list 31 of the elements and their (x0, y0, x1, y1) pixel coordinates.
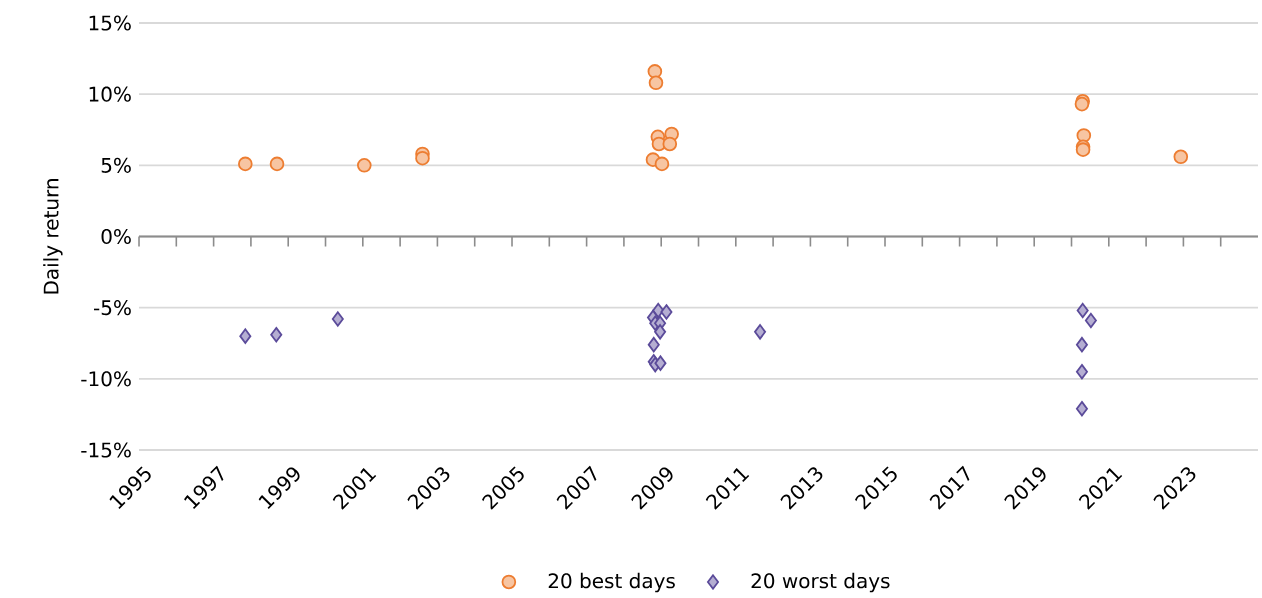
legend-label: 20 best days (548, 572, 675, 593)
point (357, 158, 372, 173)
point (654, 156, 670, 172)
y-tick-label: 0% (101, 228, 131, 245)
point (1084, 312, 1097, 329)
point (654, 355, 667, 371)
point (270, 327, 283, 343)
y-tick-label: -10% (81, 371, 131, 387)
y-tick-label: -15% (81, 442, 131, 458)
point (662, 136, 678, 152)
point (269, 156, 285, 172)
point (654, 324, 667, 340)
y-tick-label: 10% (89, 86, 131, 102)
point (648, 75, 664, 91)
point (754, 324, 767, 340)
y-tick-label: 15% (89, 15, 131, 31)
point (415, 150, 430, 166)
y-tick-label: 5% (101, 157, 131, 173)
point (1076, 302, 1089, 319)
point (1075, 336, 1088, 353)
y-tick-label: -5% (93, 300, 131, 316)
point (331, 311, 344, 327)
point (239, 328, 252, 344)
point (238, 156, 253, 172)
point (1075, 401, 1088, 417)
point (647, 336, 660, 353)
y-axis-title: Daily return (43, 179, 63, 294)
point (1173, 149, 1189, 165)
point (660, 304, 673, 320)
legend-label: 20 worst days (751, 572, 890, 593)
point (1075, 364, 1088, 380)
